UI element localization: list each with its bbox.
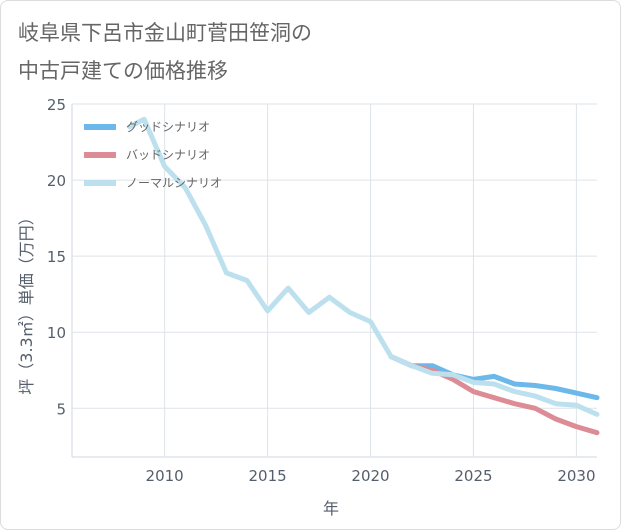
legend-label: バッドシナリオ: [126, 148, 210, 162]
legend-label: ノーマルシナリオ: [126, 176, 222, 190]
x-axis-label: 年: [323, 499, 339, 518]
title-line-2: 中古戸建ての価格推移: [18, 59, 228, 83]
y-tick-label: 20: [47, 172, 66, 190]
title-line-1: 岐阜県下呂市金山町菅田笹洞の: [18, 21, 312, 45]
chart-title: 岐阜県下呂市金山町菅田笹洞の 中古戸建ての価格推移: [18, 14, 312, 90]
series-lines: [127, 116, 600, 436]
y-tick-label: 5: [56, 400, 66, 418]
series-line-3: [127, 116, 600, 417]
y-tick-label: 25: [47, 96, 66, 114]
x-tick-label: 2015: [248, 467, 286, 485]
y-tick-label: 15: [47, 248, 66, 266]
x-tick-label: 2010: [146, 467, 184, 485]
x-tick-label: 2030: [557, 467, 595, 485]
x-tick-label: 2025: [454, 467, 492, 485]
y-axis-label: 坪（3.3㎡）単価（万円）: [17, 209, 36, 394]
y-tick-label: 10: [47, 324, 66, 342]
x-tick-label: 2020: [351, 467, 389, 485]
series-line-1: [388, 354, 600, 401]
legend-label: グッドシナリオ: [126, 120, 210, 134]
